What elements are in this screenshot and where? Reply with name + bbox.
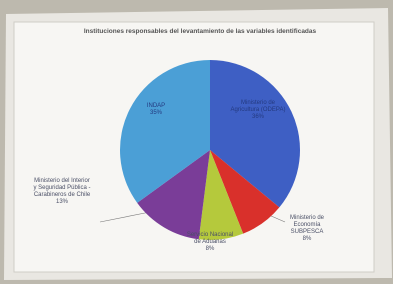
value-label: 8% <box>279 236 335 243</box>
value-label: 8% <box>185 246 235 253</box>
category-label: INDAP <box>134 103 178 110</box>
category-label: Ministerio de Agricultura (ODEPA) <box>230 100 286 114</box>
category-label: Ministerio del Interior y Seguridad Públ… <box>32 178 92 199</box>
value-label: 13% <box>32 199 92 206</box>
slice-label: Ministerio de Agricultura (ODEPA)36% <box>230 100 286 121</box>
category-label: Ministerio de Economía SUBPESCA <box>279 215 335 236</box>
slice-label: Ministerio del Interior y Seguridad Públ… <box>32 178 92 206</box>
pie <box>120 60 300 240</box>
category-label: Servicio Nacional de Aduanas <box>185 232 235 246</box>
photo: Instituciones responsables del levantami… <box>0 0 393 284</box>
chart-title: Instituciones responsables del levantami… <box>60 28 340 36</box>
value-label: 36% <box>230 114 286 121</box>
value-label: 35% <box>134 110 178 117</box>
